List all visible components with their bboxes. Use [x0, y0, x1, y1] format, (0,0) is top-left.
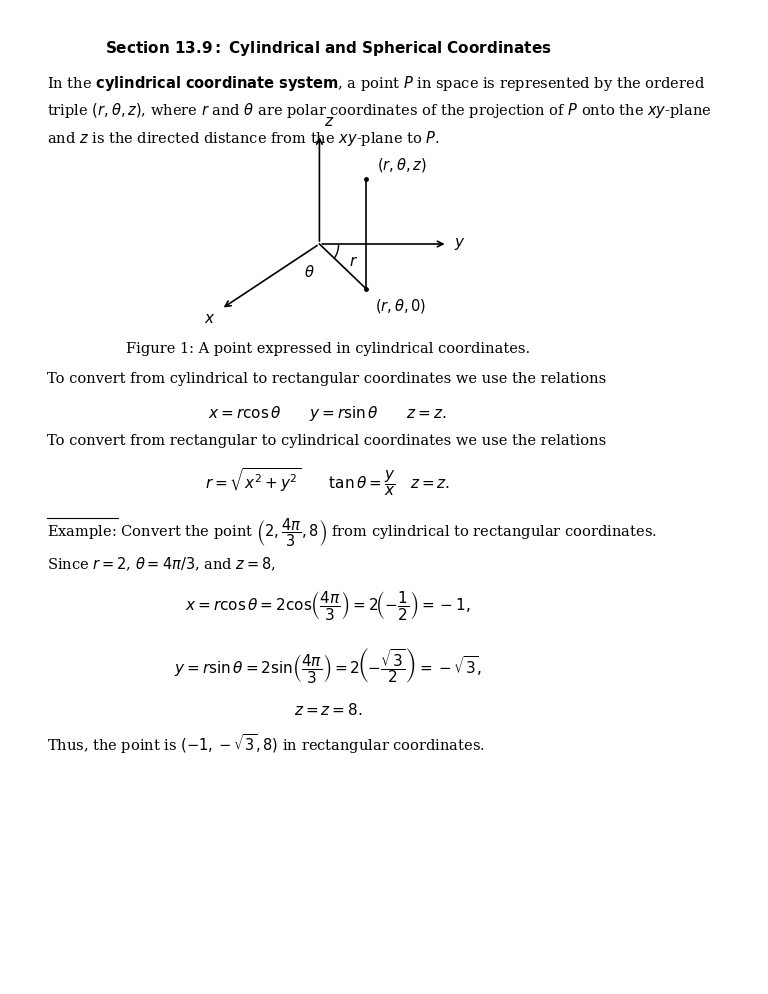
Text: $y$: $y$: [455, 236, 466, 252]
Text: $(r, \theta, z)$: $(r, \theta, z)$: [376, 156, 426, 174]
Text: $x$: $x$: [204, 312, 215, 326]
Text: In the $\mathbf{cylindrical\ coordinate\ system}$, a point $P$ in space is repre: In the $\mathbf{cylindrical\ coordinate\…: [47, 74, 712, 148]
Text: $z$: $z$: [323, 115, 334, 129]
Text: Since $r = 2$, $\theta = 4\pi/3$, and $z = 8$,: Since $r = 2$, $\theta = 4\pi/3$, and $z…: [47, 556, 276, 574]
Text: Thus, the point is $(-1, -\sqrt{3}, 8)$ in rectangular coordinates.: Thus, the point is $(-1, -\sqrt{3}, 8)$ …: [47, 732, 485, 755]
Text: $r = \sqrt{x^2 + y^2} \qquad \tan\theta = \dfrac{y}{x} \quad z = z.$: $r = \sqrt{x^2 + y^2} \qquad \tan\theta …: [205, 466, 451, 498]
Text: To convert from cylindrical to rectangular coordinates we use the relations: To convert from cylindrical to rectangul…: [47, 372, 606, 386]
Text: $y = r\sin\theta = 2\sin\!\left(\dfrac{4\pi}{3}\right) = 2\!\left(-\dfrac{\sqrt{: $y = r\sin\theta = 2\sin\!\left(\dfrac{4…: [174, 646, 482, 685]
Text: $\theta$: $\theta$: [304, 264, 315, 280]
Text: $x = r\cos\theta \qquad y = r\sin\theta \qquad z = z.$: $x = r\cos\theta \qquad y = r\sin\theta …: [208, 404, 448, 423]
Text: $r$: $r$: [349, 255, 359, 269]
Text: Example: Convert the point $\left(2, \dfrac{4\pi}{3}, 8\right)$ from cylindrical: Example: Convert the point $\left(2, \df…: [47, 516, 657, 549]
Text: $\mathbf{Section\ 13.9:\ Cylindrical\ and\ Spherical\ Coordinates}$: $\mathbf{Section\ 13.9:\ Cylindrical\ an…: [104, 39, 551, 58]
Text: $(r, \theta, 0)$: $(r, \theta, 0)$: [375, 297, 426, 315]
Text: Figure 1: A point expressed in cylindrical coordinates.: Figure 1: A point expressed in cylindric…: [126, 342, 530, 356]
Text: $z = z = 8.$: $z = z = 8.$: [293, 702, 362, 718]
Text: To convert from rectangular to cylindrical coordinates we use the relations: To convert from rectangular to cylindric…: [47, 434, 606, 448]
Text: $x = r\cos\theta = 2\cos\!\left(\dfrac{4\pi}{3}\right) = 2\!\left(-\dfrac{1}{2}\: $x = r\cos\theta = 2\cos\!\left(\dfrac{4…: [185, 589, 471, 622]
